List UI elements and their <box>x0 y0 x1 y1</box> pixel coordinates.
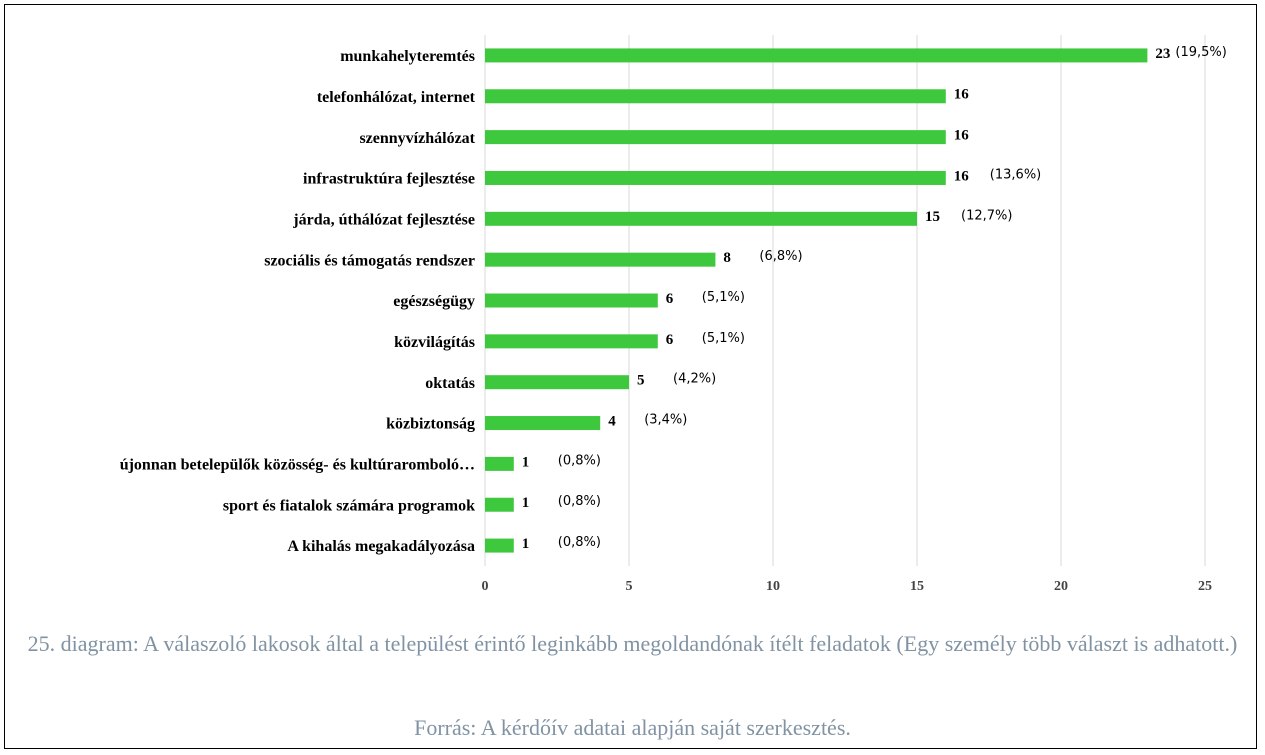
category-label: infrastruktúra fejlesztése <box>303 171 475 188</box>
category-label: oktatás <box>425 375 475 392</box>
bar <box>485 416 601 431</box>
bar <box>485 334 658 349</box>
category-label: járda, úthálózat fejlesztése <box>292 211 475 228</box>
bar <box>485 48 1148 63</box>
value-label: 16 <box>954 87 970 103</box>
category-label: A kihalás megakadályozása <box>287 538 475 555</box>
category-label: egészségügy <box>393 293 475 310</box>
bar <box>485 293 658 308</box>
percent-label: (5,1%) <box>702 290 745 305</box>
value-label: 5 <box>637 373 645 389</box>
source: Forrás: A kérdőív adatai alapján saját s… <box>414 715 851 740</box>
value-label: 1 <box>522 495 530 511</box>
category-label: szociális és támogatás rendszer <box>264 252 475 269</box>
value-label: 23 <box>1155 46 1170 62</box>
value-label: 16 <box>954 128 970 144</box>
percent-label: (12,7%) <box>961 208 1012 223</box>
percent-label: (0,8%) <box>558 494 601 509</box>
category-label: telefonhálózat, internet <box>317 89 476 106</box>
percent-label: (0,8%) <box>558 453 601 468</box>
x-tick-label: 25 <box>1198 579 1212 594</box>
value-label: 16 <box>954 168 970 184</box>
value-label: 6 <box>666 332 674 348</box>
category-label: sport és fiatalok számára programok <box>223 497 475 514</box>
bar <box>485 252 716 267</box>
percent-label: (4,2%) <box>673 372 716 387</box>
value-label: 6 <box>666 291 674 307</box>
x-tick-label: 15 <box>910 579 924 594</box>
category-label: közbiztonság <box>386 416 475 433</box>
category-label: közvilágítás <box>394 334 475 351</box>
bar <box>485 456 514 471</box>
percent-label: (6,8%) <box>759 249 802 264</box>
x-tick-label: 5 <box>626 579 633 594</box>
category-label: szennyvízhálózat <box>359 130 475 147</box>
percent-label: (19,5%) <box>1175 45 1226 60</box>
bar <box>485 130 946 145</box>
bar <box>485 375 629 390</box>
x-tick-label: 10 <box>766 579 780 594</box>
percent-label: (0,8%) <box>558 535 601 550</box>
percent-label: (13,6%) <box>990 167 1041 182</box>
value-label: 15 <box>925 209 940 225</box>
bar <box>485 89 946 104</box>
value-label: 4 <box>608 413 616 429</box>
bar <box>485 497 514 512</box>
value-label: 8 <box>723 250 731 266</box>
x-tick-label: 20 <box>1054 579 1068 594</box>
value-label: 1 <box>522 454 530 470</box>
frame <box>4 4 1257 749</box>
bar <box>485 170 946 185</box>
category-label: munkahelyteremtés <box>340 48 475 65</box>
percent-label: (3,4%) <box>644 413 687 428</box>
bar <box>485 211 917 226</box>
value-label: 1 <box>522 536 530 552</box>
bar <box>485 538 514 553</box>
percent-label: (5,1%) <box>702 331 745 346</box>
x-tick-label: 0 <box>482 579 489 594</box>
caption: 25. diagram: A válaszoló lakosok által a… <box>27 631 1238 656</box>
category-label: újonnan betelepülők közösség- és kultúra… <box>120 457 475 474</box>
